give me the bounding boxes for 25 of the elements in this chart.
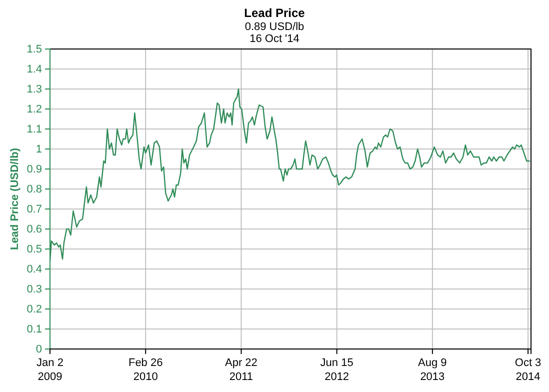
y-tick-label: 0.3 [26, 284, 42, 296]
x-tick-label: Oct 3 2014 [514, 357, 542, 383]
y-tick-label: 0 [36, 344, 42, 356]
y-tick-label: 1 [36, 144, 42, 156]
chart-subtitle: 0.89 USD/lb 16 Oct '14 [244, 21, 304, 45]
y-tick-label: 1.4 [26, 64, 42, 76]
x-tick-label: Jun 15 2012 [320, 357, 354, 383]
y-tick-label: 0.6 [26, 224, 42, 236]
y-tick-label: 0.8 [26, 184, 42, 196]
y-tick-label: 1.1 [26, 124, 42, 136]
y-tick-label: 0.9 [26, 164, 42, 176]
y-tick-label: 0.2 [26, 304, 42, 316]
y-tick-label: 1.5 [26, 44, 42, 56]
y-tick-label: 0.7 [26, 204, 42, 216]
y-tick-label: 0.1 [26, 324, 42, 336]
x-tick-label: Aug 9 2013 [418, 357, 447, 383]
y-tick-label: 1.3 [26, 84, 42, 96]
x-tick-label: Jan 2 2009 [36, 357, 64, 383]
chart-title: Lead Price [244, 6, 306, 20]
y-tick-label: 0.4 [26, 264, 42, 276]
y-tick-label: 1.2 [26, 104, 42, 116]
y-tick-label: 0.5 [26, 244, 42, 256]
x-tick-label: Apr 22 2011 [225, 357, 258, 383]
y-axis-title: Lead Price (USD/lb) [9, 148, 21, 250]
x-tick-label: Feb 26 2010 [128, 357, 163, 383]
